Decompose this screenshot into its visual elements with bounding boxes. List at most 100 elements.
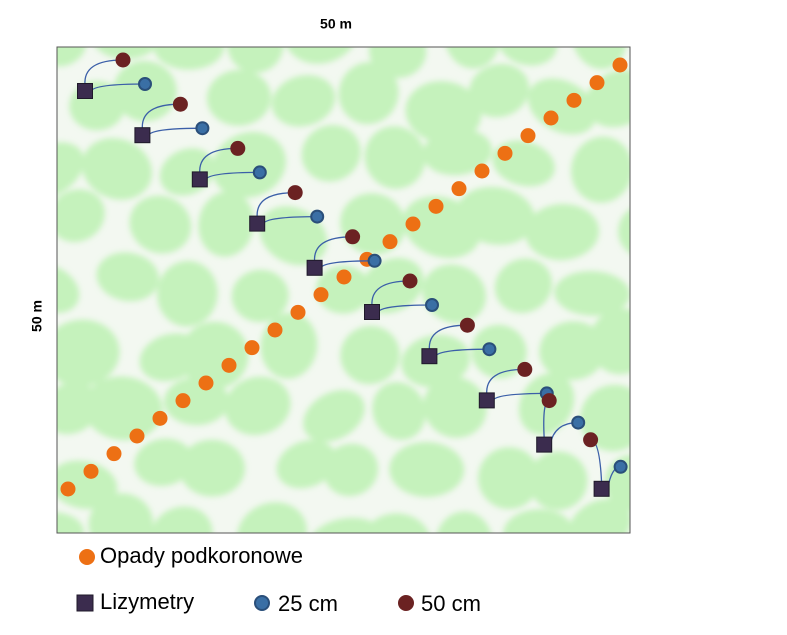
- crown: [198, 191, 255, 257]
- crown: [423, 376, 487, 438]
- crown: [528, 451, 588, 511]
- sensor-50cm: [115, 52, 131, 68]
- crown: [323, 443, 379, 497]
- crown: [227, 47, 284, 73]
- sensor-50cm: [459, 317, 475, 333]
- throughfall-collector: [451, 181, 467, 197]
- left-label: 50 m: [29, 300, 45, 332]
- sensor-50cm: [230, 140, 246, 156]
- throughfall-collector: [313, 287, 329, 303]
- crown: [301, 124, 361, 182]
- crown: [57, 319, 120, 387]
- crown: [571, 136, 630, 203]
- legend-throughfall: Opady podkoronowe: [100, 543, 303, 568]
- crown: [638, 125, 713, 191]
- throughfall-collector: [428, 198, 444, 214]
- sensor-50cm: [517, 361, 533, 377]
- sensor-25cm: [310, 209, 325, 224]
- throughfall-collector: [589, 75, 605, 91]
- crown: [57, 382, 100, 435]
- throughfall-collector: [290, 304, 306, 320]
- throughfall-collector: [405, 216, 421, 232]
- throughfall-collector: [497, 145, 513, 161]
- lysimeter: [364, 304, 380, 320]
- sensor-50cm: [541, 393, 557, 409]
- sensor-50cm: [287, 185, 303, 201]
- throughfall-collector: [198, 375, 214, 391]
- crown: [153, 47, 225, 70]
- legend-25cm: 25 cm: [278, 591, 338, 616]
- crown: [57, 189, 105, 242]
- crown: [494, 258, 553, 313]
- crown: [679, 192, 752, 268]
- sensor-25cm: [482, 342, 497, 357]
- sensor-25cm: [613, 459, 628, 474]
- crown: [539, 321, 606, 381]
- throughfall-collector: [474, 163, 490, 179]
- throughfall-collector: [221, 357, 237, 373]
- crown: [635, 253, 694, 315]
- crown: [224, 376, 291, 436]
- crown: [456, 186, 535, 245]
- lysimeter: [478, 392, 495, 409]
- crown: [372, 382, 426, 440]
- sensor-50cm: [172, 96, 188, 112]
- crown: [360, 513, 432, 533]
- crown: [315, 265, 371, 314]
- throughfall-collector: [336, 269, 352, 285]
- crown: [444, 47, 501, 69]
- sensor-25cm: [252, 165, 267, 180]
- crown: [206, 69, 272, 126]
- throughfall-collector: [267, 322, 283, 338]
- legend: Opady podkoronowe Lizymetry 25 cm 50 cm: [76, 543, 481, 616]
- crown: [134, 438, 193, 487]
- crown: [364, 126, 426, 189]
- crown: [259, 206, 328, 266]
- throughfall-collector: [152, 410, 168, 426]
- crown: [338, 62, 399, 125]
- lysimeter: [77, 83, 93, 99]
- sensor-50cm: [402, 273, 418, 289]
- markers: [60, 52, 628, 497]
- crown: [503, 509, 573, 533]
- crown: [525, 203, 600, 261]
- crown: [468, 63, 530, 118]
- crown: [435, 511, 493, 533]
- crown: [306, 517, 384, 533]
- crown: [303, 389, 365, 442]
- sensor-25cm: [195, 121, 210, 136]
- crown: [405, 81, 482, 144]
- crown: [236, 502, 307, 533]
- crown: [271, 75, 336, 127]
- throughfall-collector: [566, 92, 582, 108]
- crown: [57, 47, 87, 67]
- throughfall-collector: [543, 110, 559, 126]
- crown: [635, 382, 696, 448]
- crown: [389, 441, 465, 498]
- crown: [57, 264, 80, 313]
- crown: [369, 47, 427, 78]
- legend-throughfall-icon: [79, 549, 95, 565]
- throughfall-collector: [175, 393, 191, 409]
- legend-25-icon: [254, 595, 270, 611]
- crown: [81, 138, 152, 200]
- throughfall-collector: [83, 463, 99, 479]
- legend-50-icon: [398, 595, 414, 611]
- crown: [589, 308, 630, 375]
- throughfall-collector: [382, 234, 398, 250]
- crown: [580, 384, 630, 452]
- crown: [179, 439, 246, 497]
- lysimeter: [191, 171, 208, 188]
- crown: [668, 308, 760, 390]
- sensor-50cm: [583, 432, 599, 448]
- lysimeter: [249, 215, 266, 232]
- crown: [568, 498, 630, 533]
- crown: [164, 377, 230, 426]
- sensor-25cm: [367, 253, 382, 268]
- lysimeter: [134, 127, 151, 144]
- crown: [149, 506, 213, 533]
- sensor-25cm: [138, 77, 152, 91]
- throughfall-collector: [60, 481, 76, 497]
- crown: [57, 511, 84, 533]
